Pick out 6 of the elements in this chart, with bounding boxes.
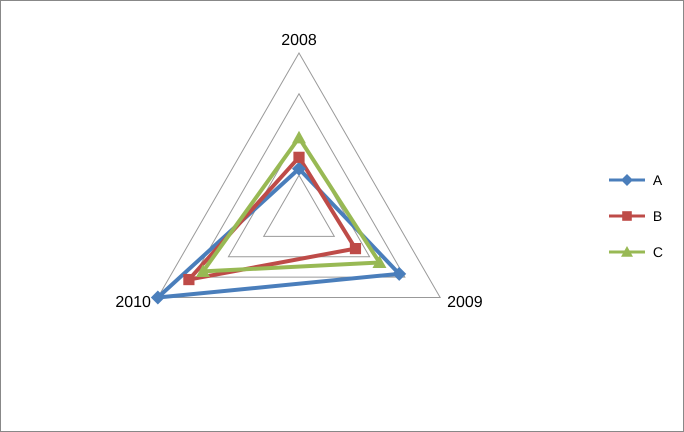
spoke-label: 2008 — [281, 32, 317, 49]
legend-label: B — [652, 208, 662, 224]
spoke-label: 2010 — [115, 294, 152, 312]
legend-label: C — [652, 244, 663, 260]
spoke-label: 2009 — [447, 294, 483, 312]
legend-label: A — [652, 172, 662, 188]
